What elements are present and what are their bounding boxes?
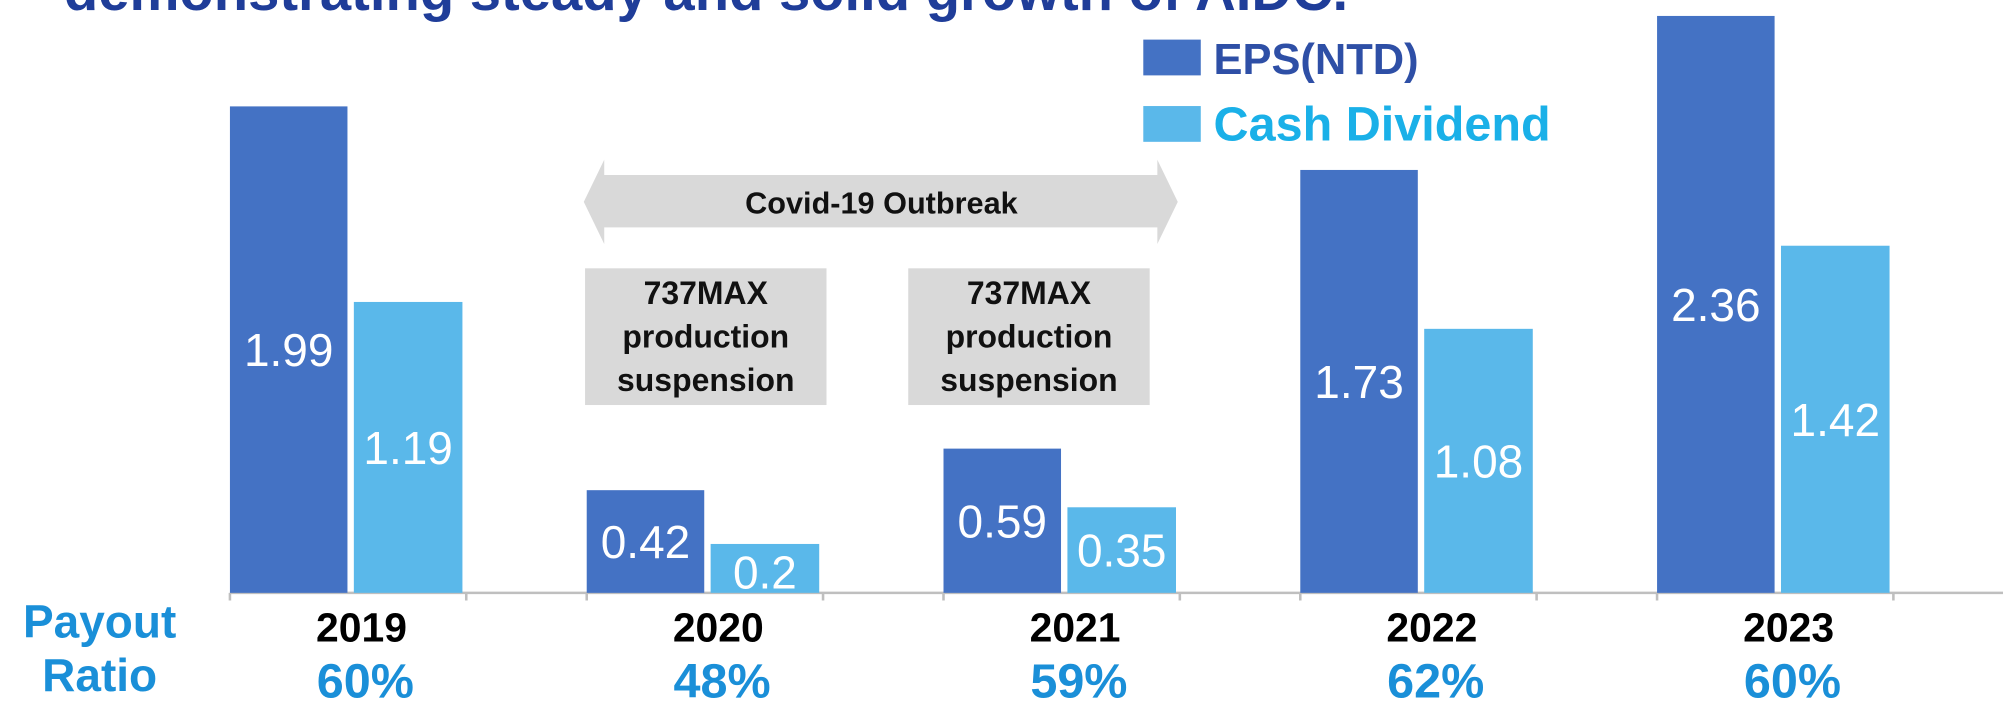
x-tick-label: 2019 bbox=[316, 604, 407, 650]
bar bbox=[710, 543, 820, 593]
x-tick-label: 2021 bbox=[1030, 604, 1121, 650]
data-label: 1.73 bbox=[1314, 356, 1403, 408]
legend-swatch bbox=[1143, 106, 1201, 142]
payout-value: 59% bbox=[1030, 655, 1127, 704]
data-label: 0.42 bbox=[601, 516, 690, 568]
bar bbox=[1657, 15, 1775, 593]
payout-value: 60% bbox=[317, 655, 414, 704]
data-label: 1.19 bbox=[363, 422, 452, 474]
payout-value: 48% bbox=[674, 655, 771, 704]
x-tick-label: 2022 bbox=[1386, 604, 1477, 650]
data-label: 1.08 bbox=[1434, 435, 1523, 487]
legend-swatch bbox=[1143, 39, 1201, 76]
legend-label: EPS(NTD) bbox=[1214, 36, 1419, 84]
x-tick-label: 2023 bbox=[1743, 604, 1834, 650]
data-label: 0.2 bbox=[733, 547, 797, 599]
data-label: 1.42 bbox=[1791, 394, 1880, 446]
payout-value: 60% bbox=[1744, 655, 1841, 704]
annotation: Covid-19 Outbreak bbox=[745, 186, 1018, 220]
bar bbox=[943, 448, 1062, 593]
bar bbox=[1780, 245, 1890, 593]
data-label: 0.35 bbox=[1077, 525, 1166, 577]
data-label: 0.59 bbox=[958, 495, 1047, 547]
annotation-box: 737MAX production suspension bbox=[908, 268, 1150, 406]
bar bbox=[229, 106, 348, 593]
data-label: 1.99 bbox=[244, 324, 333, 376]
bar bbox=[353, 301, 463, 593]
bar bbox=[1067, 507, 1176, 593]
annotation-box: 737MAX production suspension bbox=[585, 268, 827, 406]
legend-label: Cash Dividend bbox=[1214, 98, 1551, 152]
bar bbox=[1424, 328, 1533, 593]
bar bbox=[1300, 169, 1418, 593]
covid-arrow bbox=[583, 159, 1178, 245]
bar bbox=[586, 490, 705, 593]
data-label: 2.36 bbox=[1671, 279, 1760, 331]
x-tick-label: 2020 bbox=[673, 604, 764, 650]
payout-label: Payout Ratio bbox=[22, 595, 177, 702]
chart-title: demonstrating steady and solid growth of… bbox=[64, 0, 1348, 22]
payout-value: 62% bbox=[1387, 655, 1484, 704]
